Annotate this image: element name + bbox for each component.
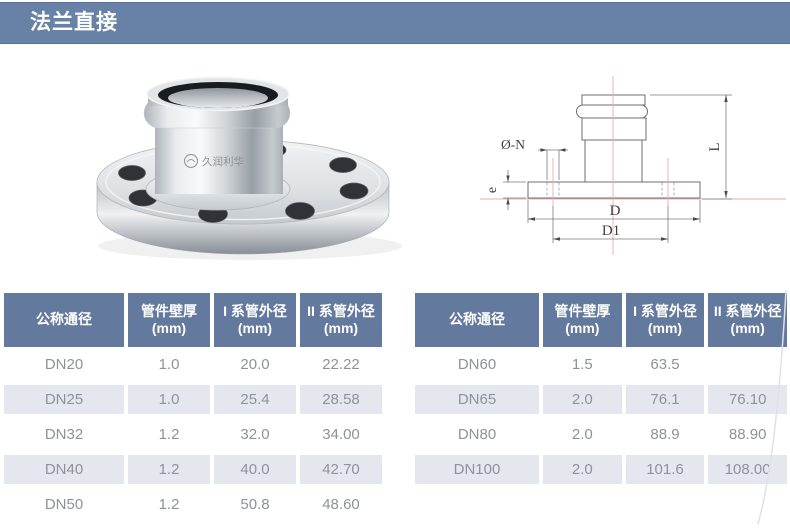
table-cell: 32.0 <box>240 426 270 443</box>
column-header-wall-thickness: 管件壁厚 (mm) <box>543 293 622 347</box>
table-row: DN60 1.5 63.5 <box>415 347 787 382</box>
table-cell: DN80 <box>457 426 497 443</box>
column-header-series1-od: I 系管外径 (mm) <box>214 293 296 347</box>
column-header-series2-od: II 系管外径 (mm) <box>708 293 787 347</box>
page-curl-line <box>757 289 787 525</box>
spec-table-right: 公称通径 管件壁厚 (mm) I 系管外径 (mm) II 系管外径 (mm) DN6… <box>415 293 787 487</box>
table-cell: 48.60 <box>322 496 360 513</box>
table-cell: 101.6 <box>625 455 705 484</box>
table-cell: 63.5 <box>650 356 680 373</box>
column-header-series2-od: II 系管外径 (mm) <box>300 293 382 347</box>
tube-section <box>584 139 643 183</box>
table-cell: 50.8 <box>240 496 270 513</box>
table-cell: DN20 <box>44 356 84 373</box>
table-row: DN25 1.0 25.4 28.58 <box>4 382 382 417</box>
table-cell: 76.1 <box>625 385 705 414</box>
table-cell: 1.0 <box>128 385 210 414</box>
dimension-arrows <box>506 95 728 241</box>
label-flange-diameter: D <box>610 203 621 219</box>
table-cell: DN25 <box>4 385 124 414</box>
column-header-wall-thickness: 管件壁厚 (mm) <box>128 293 210 347</box>
brand-logo-glyph <box>186 159 196 163</box>
table-cell: 42.70 <box>300 455 382 484</box>
product-photo: 久润利华 <box>55 58 405 283</box>
table-cell: 1.2 <box>128 455 210 484</box>
brand-text: 久润利华 <box>202 155 244 168</box>
column-header-nominal-diameter: 公称通径 <box>4 293 124 347</box>
table-cell: 1.5 <box>571 356 593 373</box>
table-cell: DN32 <box>44 426 84 443</box>
label-bolt-hole-diameter: Ø-N <box>501 137 525 152</box>
table-cell: 28.58 <box>300 385 382 414</box>
label-overall-length: L <box>707 142 723 151</box>
table-cell: DN50 <box>44 496 84 513</box>
table-cell: 2.0 <box>543 455 622 484</box>
bore <box>168 88 268 108</box>
table-cell: DN40 <box>4 455 124 484</box>
table-cell: DN100 <box>415 455 539 484</box>
table-cell: DN65 <box>415 385 539 414</box>
cad-drawing: Ø-N e L D D1 <box>480 76 786 255</box>
table-cell: 22.22 <box>322 356 360 373</box>
rim-neck <box>581 94 646 106</box>
table-row: DN100 2.0 101.6 108.00 <box>415 452 787 487</box>
upper-band <box>581 117 647 141</box>
bolt-hole-hidden-lines <box>546 182 675 198</box>
label-flange-thickness: e <box>485 187 500 193</box>
flange-fitting-photo: 久润利华 <box>96 76 402 260</box>
part-outline <box>527 94 701 199</box>
spec-table-left: 公称通径 管件壁厚 (mm) I 系管外径 (mm) II 系管外径 (mm) DN2… <box>4 293 382 522</box>
table-cell: 1.0 <box>158 356 180 373</box>
table-cell: 1.2 <box>158 426 180 443</box>
table-cell: 76.10 <box>708 385 787 414</box>
table-cell: 1.2 <box>158 496 180 513</box>
table-cell: 108.00 <box>708 455 787 484</box>
table-cell: 2.0 <box>543 385 622 414</box>
page-title: 法兰直接 <box>30 11 118 34</box>
column-header-nominal-diameter: 公称通径 <box>415 293 539 347</box>
table-cell: DN60 <box>457 356 497 373</box>
table-cell: 20.0 <box>240 356 270 373</box>
table-cell: 88.90 <box>728 426 767 443</box>
table-cell: 88.9 <box>650 426 680 443</box>
brand-logo: 久润利华 <box>183 153 244 169</box>
centerlines <box>480 76 786 255</box>
table-cell: 25.4 <box>214 385 296 414</box>
table-cell: 2.0 <box>571 426 593 443</box>
table-row: DN20 1.0 20.0 22.22 <box>4 347 382 382</box>
table-header-row: 公称通径 管件壁厚 (mm) I 系管外径 (mm) II 系管外径 (mm) <box>4 293 382 347</box>
technical-drawing: Ø-N e L D D1 <box>400 60 790 285</box>
table-row: DN65 2.0 76.1 76.10 <box>415 382 787 417</box>
brand-logo-icon <box>183 153 199 169</box>
table-header-row: 公称通径 管件壁厚 (mm) I 系管外径 (mm) II 系管外径 (mm) <box>415 293 787 347</box>
table-cell: 34.00 <box>322 426 360 443</box>
table-cell: 40.0 <box>214 455 296 484</box>
column-header-series1-od: I 系管外径 (mm) <box>625 293 705 347</box>
press-bead <box>576 104 648 119</box>
label-bolt-circle-diameter: D1 <box>602 223 620 239</box>
title-bar: 法兰直接 <box>0 2 790 44</box>
table-row: DN80 2.0 88.9 88.90 <box>415 417 787 452</box>
table-row: DN50 1.2 50.8 48.60 <box>4 487 382 522</box>
table-row: DN40 1.2 40.0 42.70 <box>4 452 382 487</box>
table-row: DN32 1.2 32.0 34.00 <box>4 417 382 452</box>
